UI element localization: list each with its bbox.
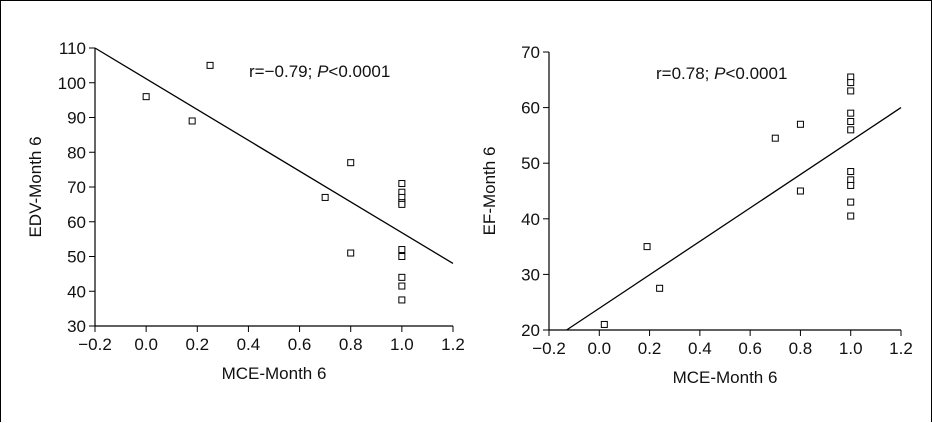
chart-1: −0.2 0.0 0.2 0.4 0.6 0.8 1.0 1.2 30 40 50 60 70 80 90 1… bbox=[26, 39, 465, 383]
annotation-p-value: <0.0001 bbox=[328, 62, 390, 81]
x-tick-label: 0.4 bbox=[237, 335, 261, 354]
data-point bbox=[398, 282, 406, 290]
data-point bbox=[847, 126, 855, 134]
y-axis-label: EDV-Month 6 bbox=[26, 136, 45, 237]
y-tick-label: 40 bbox=[521, 210, 540, 229]
annotation-r: r=0.78; bbox=[656, 64, 714, 83]
data-point bbox=[398, 253, 406, 260]
correlation-annotation: r=−0.79; P<0.0001 bbox=[249, 62, 390, 81]
y-tick-label: 30 bbox=[521, 265, 540, 284]
data-point bbox=[796, 120, 804, 128]
annotation-p-symbol: P bbox=[317, 62, 329, 81]
y-tick-label: 70 bbox=[67, 178, 86, 197]
y-tick-label: 50 bbox=[521, 154, 540, 173]
x-tick-label: 1.2 bbox=[441, 335, 465, 354]
y-tick-label: 30 bbox=[67, 317, 86, 336]
x-tick-label: 0.8 bbox=[789, 339, 813, 358]
data-point bbox=[847, 212, 855, 220]
annotation-p-value: <0.0001 bbox=[725, 64, 787, 83]
x-tick-label: 0.6 bbox=[738, 339, 762, 358]
annotation-p-symbol: P bbox=[714, 64, 726, 83]
y-tick-label: 70 bbox=[521, 43, 540, 62]
data-point bbox=[347, 249, 355, 257]
data-point bbox=[398, 246, 406, 254]
data-point bbox=[321, 193, 329, 201]
data-point bbox=[796, 187, 804, 195]
data-point bbox=[847, 168, 855, 176]
data-point bbox=[656, 284, 664, 292]
data-point bbox=[847, 87, 855, 95]
x-tick-label: 1.0 bbox=[390, 335, 414, 354]
data-point bbox=[771, 134, 779, 142]
data-point bbox=[347, 159, 355, 167]
y-tick-label: 100 bbox=[58, 74, 86, 93]
data-point bbox=[398, 273, 406, 281]
y-tick-label: 110 bbox=[59, 39, 86, 58]
y-tick-label: 90 bbox=[67, 109, 86, 128]
x-tick-label: 0.0 bbox=[134, 335, 158, 354]
x-axis-label: MCE-Month 6 bbox=[222, 364, 327, 383]
data-point bbox=[847, 198, 855, 206]
data-point bbox=[847, 79, 855, 87]
x-tick-label: 0.2 bbox=[185, 335, 209, 354]
x-tick-label: 0.0 bbox=[587, 339, 611, 358]
data-point bbox=[398, 200, 406, 208]
data-point bbox=[847, 109, 855, 117]
y-tick-label: 80 bbox=[67, 143, 86, 162]
y-tick-label: 40 bbox=[67, 282, 86, 301]
y-tick-label: 60 bbox=[67, 213, 86, 232]
data-point bbox=[206, 61, 214, 69]
data-point bbox=[643, 243, 651, 251]
chart-2: −0.2 0.0 0.2 0.4 0.6 0.8 1.0 1.2 20 30 40 50 60 70 MCE… bbox=[480, 43, 913, 387]
y-tick-label: 50 bbox=[67, 248, 86, 267]
data-point bbox=[398, 296, 406, 304]
x-tick-label: 0.8 bbox=[339, 335, 363, 354]
data-point bbox=[398, 180, 406, 188]
x-tick-label: −0.2 bbox=[78, 335, 112, 354]
x-tick-label: 0.2 bbox=[638, 339, 662, 358]
annotation-r: r=−0.79; bbox=[249, 62, 317, 81]
x-tick-label: 0.6 bbox=[288, 335, 312, 354]
x-axis-label: MCE-Month 6 bbox=[673, 368, 778, 387]
correlation-annotation: r=0.78; P<0.0001 bbox=[656, 64, 787, 83]
x-tick-label: −0.2 bbox=[532, 339, 566, 358]
y-tick-label: 20 bbox=[521, 321, 540, 340]
x-tick-label: 1.0 bbox=[839, 339, 863, 358]
y-axis-label: EF-Month 6 bbox=[480, 147, 499, 236]
data-point bbox=[847, 181, 855, 189]
data-point bbox=[188, 117, 196, 125]
x-tick-label: 0.4 bbox=[688, 339, 712, 358]
data-point bbox=[600, 320, 608, 328]
x-tick-label: 1.2 bbox=[889, 339, 913, 358]
data-point bbox=[142, 93, 150, 101]
data-point bbox=[847, 118, 855, 125]
y-tick-label: 60 bbox=[521, 99, 540, 118]
regression-line bbox=[566, 107, 902, 331]
regression-line bbox=[94, 47, 454, 265]
